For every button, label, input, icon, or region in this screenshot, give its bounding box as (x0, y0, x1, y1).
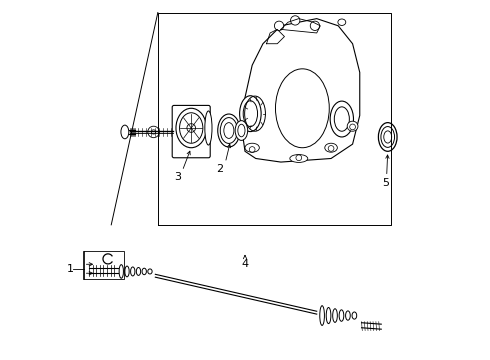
Text: 3: 3 (174, 172, 181, 182)
Ellipse shape (378, 123, 397, 151)
Circle shape (187, 124, 196, 132)
Ellipse shape (220, 118, 238, 143)
Ellipse shape (224, 123, 234, 138)
Ellipse shape (121, 125, 129, 139)
Ellipse shape (245, 143, 259, 152)
FancyBboxPatch shape (172, 105, 210, 158)
Ellipse shape (179, 113, 203, 143)
Ellipse shape (235, 121, 247, 140)
Ellipse shape (240, 96, 261, 132)
Ellipse shape (338, 19, 346, 26)
Circle shape (148, 126, 159, 138)
Ellipse shape (238, 124, 245, 137)
Circle shape (151, 130, 156, 134)
Ellipse shape (325, 143, 337, 152)
Ellipse shape (176, 108, 206, 148)
Bar (83, 251, 124, 279)
Ellipse shape (290, 154, 308, 162)
Text: 4: 4 (242, 259, 248, 269)
Ellipse shape (330, 101, 353, 137)
Text: 5: 5 (382, 178, 390, 188)
Ellipse shape (347, 121, 358, 131)
Circle shape (274, 21, 284, 31)
Circle shape (310, 21, 319, 31)
Ellipse shape (205, 111, 212, 145)
Ellipse shape (218, 114, 240, 147)
Ellipse shape (174, 107, 208, 156)
Text: 2: 2 (216, 164, 223, 174)
Ellipse shape (243, 101, 258, 127)
Polygon shape (242, 19, 360, 162)
Text: 1: 1 (67, 264, 74, 274)
Circle shape (291, 16, 300, 25)
